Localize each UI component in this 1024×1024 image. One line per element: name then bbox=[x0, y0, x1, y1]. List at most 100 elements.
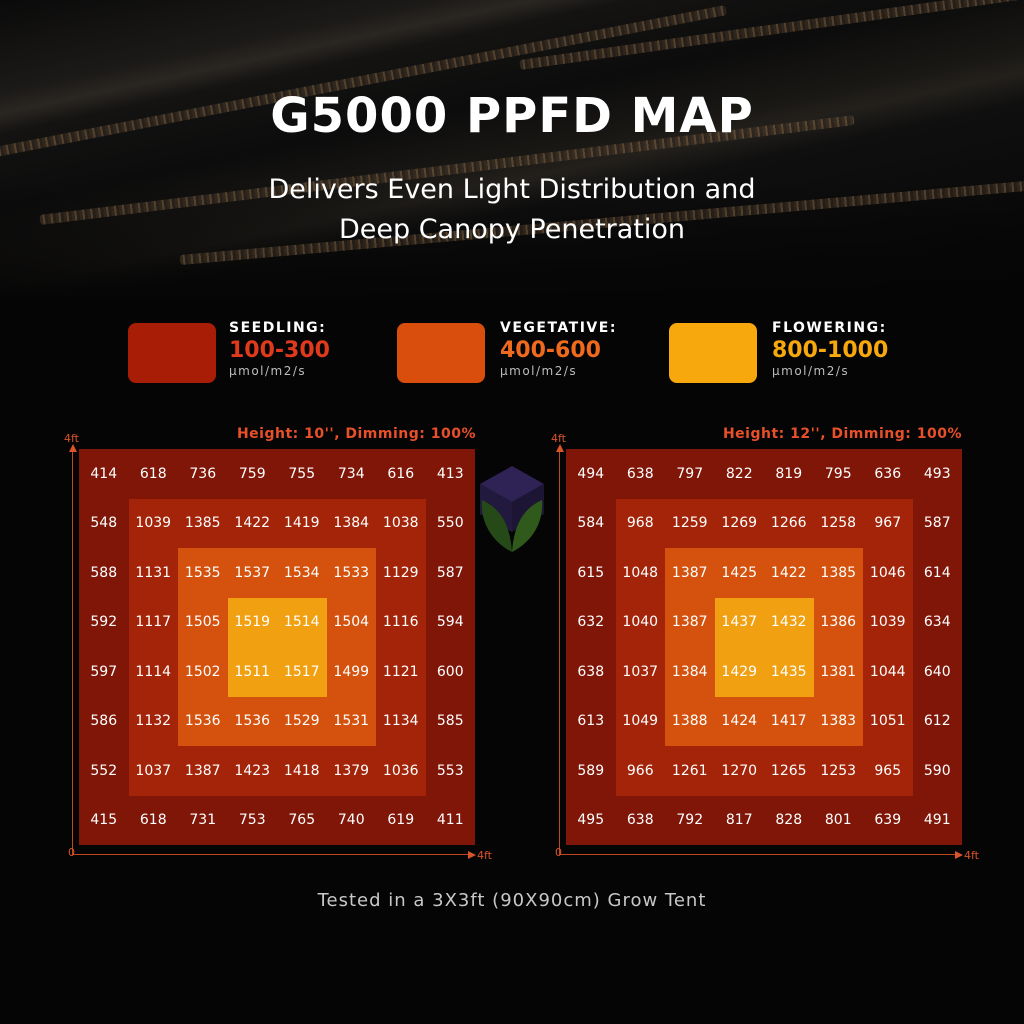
ppfd-value: 1517 bbox=[283, 663, 320, 680]
ppfd-value: 968 bbox=[626, 515, 654, 532]
y-axis-left bbox=[72, 448, 73, 854]
ppfd-value: 822 bbox=[725, 465, 753, 482]
ppfd-value: 1266 bbox=[770, 515, 807, 532]
ppfd-value: 600 bbox=[436, 663, 464, 680]
ppfd-value: 740 bbox=[337, 812, 365, 829]
ppfd-value: 1132 bbox=[135, 713, 172, 730]
page-title: G5000 PPFD MAP bbox=[270, 88, 754, 144]
subtitle-line: Deep Canopy Penetration bbox=[338, 214, 686, 245]
ppfd-value: 759 bbox=[238, 465, 266, 482]
ppfd-value: 1269 bbox=[721, 515, 758, 532]
ppfd-value: 966 bbox=[626, 762, 654, 779]
ppfd-value: 615 bbox=[577, 564, 605, 581]
legend-label: SEEDLING: bbox=[229, 320, 327, 336]
ppfd-value: 967 bbox=[874, 515, 902, 532]
footer-note: Tested in a 3X3ft (90X90cm) Grow Tent bbox=[317, 890, 707, 911]
subtitle-line: Delivers Even Light Distribution and bbox=[268, 174, 756, 205]
ppfd-value: 765 bbox=[288, 812, 316, 829]
leaf-logo-icon bbox=[480, 466, 544, 552]
ppfd-value: 613 bbox=[577, 713, 605, 730]
ppfd-value: 587 bbox=[923, 515, 951, 532]
ppfd-value: 639 bbox=[874, 812, 902, 829]
ppfd-value: 1432 bbox=[770, 614, 807, 631]
ppfd-value: 1134 bbox=[382, 713, 419, 730]
legend-range: 800-1000 bbox=[772, 338, 889, 363]
ppfd-value: 638 bbox=[626, 465, 654, 482]
x-axis-arrow bbox=[468, 850, 476, 859]
y-axis-right bbox=[559, 448, 560, 854]
ppfd-value: 1049 bbox=[622, 713, 659, 730]
ppfd-value: 1505 bbox=[184, 614, 221, 631]
ppfd-value: 1384 bbox=[333, 515, 370, 532]
ppfd-value: 1046 bbox=[869, 564, 906, 581]
ppfd-value: 1437 bbox=[721, 614, 758, 631]
vegetative-swatch bbox=[397, 323, 485, 383]
ppfd-value: 1419 bbox=[283, 515, 320, 532]
ppfd-value: 753 bbox=[238, 812, 266, 829]
x-axis-end-label: 4ft bbox=[477, 849, 492, 862]
ppfd-value: 1387 bbox=[671, 614, 708, 631]
seedling-legend: SEEDLING: 100-300 μmol/m2/s bbox=[229, 320, 330, 378]
ppfd-value: 619 bbox=[387, 812, 415, 829]
ppfd-value: 1385 bbox=[820, 564, 857, 581]
chart-title-right: Height: 12'', Dimming: 100% bbox=[722, 426, 962, 442]
ppfd-value: 588 bbox=[90, 564, 118, 581]
ppfd-value: 594 bbox=[436, 614, 464, 631]
ppfd-value: 795 bbox=[824, 465, 852, 482]
flowering-swatch bbox=[669, 323, 757, 383]
ppfd-value: 553 bbox=[436, 762, 464, 779]
ppfd-value: 1418 bbox=[283, 762, 320, 779]
legend-label: VEGETATIVE: bbox=[500, 320, 617, 336]
ppfd-heatmap-10in: 414 618 736 759 755 734 616 413 548 1039 1385 1422 1… bbox=[79, 449, 475, 845]
ppfd-value: 736 bbox=[189, 465, 217, 482]
ppfd-value: 636 bbox=[874, 465, 902, 482]
legend-unit: μmol/m2/s bbox=[500, 364, 578, 378]
ppfd-value: 828 bbox=[775, 812, 803, 829]
x-axis-origin-label: 0 bbox=[68, 846, 75, 859]
ppfd-value: 1435 bbox=[770, 663, 807, 680]
vegetative-legend: VEGETATIVE: 400-600 μmol/m2/s bbox=[500, 320, 617, 378]
ppfd-value: 1381 bbox=[820, 663, 857, 680]
ppfd-value: 797 bbox=[676, 465, 704, 482]
intensity-zone bbox=[227, 597, 327, 697]
ppfd-value: 597 bbox=[90, 663, 118, 680]
ppfd-value: 587 bbox=[436, 564, 464, 581]
ppfd-heatmap-12in: 494 638 797 822 819 795 636 493 584 968 1259 1269 12… bbox=[566, 449, 962, 845]
ppfd-value: 618 bbox=[139, 465, 167, 482]
chart-title-left: Height: 10'', Dimming: 100% bbox=[236, 426, 476, 442]
ppfd-value: 1051 bbox=[869, 713, 906, 730]
ppfd-value: 1511 bbox=[234, 663, 271, 680]
ppfd-value: 1417 bbox=[770, 713, 807, 730]
ppfd-value: 632 bbox=[577, 614, 605, 631]
ppfd-value: 1535 bbox=[184, 564, 221, 581]
ppfd-value: 1536 bbox=[184, 713, 221, 730]
ppfd-value: 589 bbox=[577, 762, 605, 779]
ppfd-value: 1270 bbox=[721, 762, 758, 779]
y-axis-arrow bbox=[555, 444, 564, 452]
ppfd-value: 495 bbox=[577, 812, 605, 829]
legend-unit: μmol/m2/s bbox=[229, 364, 307, 378]
y-axis-arrow bbox=[68, 444, 77, 452]
intensity-zone bbox=[714, 597, 814, 697]
ppfd-value: 586 bbox=[90, 713, 118, 730]
legend-label: FLOWERING: bbox=[772, 320, 887, 336]
ppfd-value: 1038 bbox=[382, 515, 419, 532]
ppfd-value: 1386 bbox=[820, 614, 857, 631]
ppfd-value: 1387 bbox=[671, 564, 708, 581]
ppfd-value: 1422 bbox=[234, 515, 271, 532]
ppfd-value: 1502 bbox=[184, 663, 221, 680]
ppfd-value: 1261 bbox=[671, 762, 708, 779]
ppfd-value: 411 bbox=[436, 812, 464, 829]
ppfd-value: 801 bbox=[824, 812, 852, 829]
ppfd-value: 1424 bbox=[721, 713, 758, 730]
x-axis-right bbox=[559, 854, 957, 855]
ppfd-value: 1265 bbox=[770, 762, 807, 779]
ppfd-value: 1529 bbox=[283, 713, 320, 730]
ppfd-value: 1429 bbox=[721, 663, 758, 680]
ppfd-value: 1037 bbox=[135, 762, 172, 779]
ppfd-value: 634 bbox=[923, 614, 951, 631]
ppfd-value: 1385 bbox=[184, 515, 221, 532]
ppfd-value: 616 bbox=[387, 465, 415, 482]
ppfd-value: 493 bbox=[923, 465, 951, 482]
ppfd-value: 413 bbox=[436, 465, 464, 482]
